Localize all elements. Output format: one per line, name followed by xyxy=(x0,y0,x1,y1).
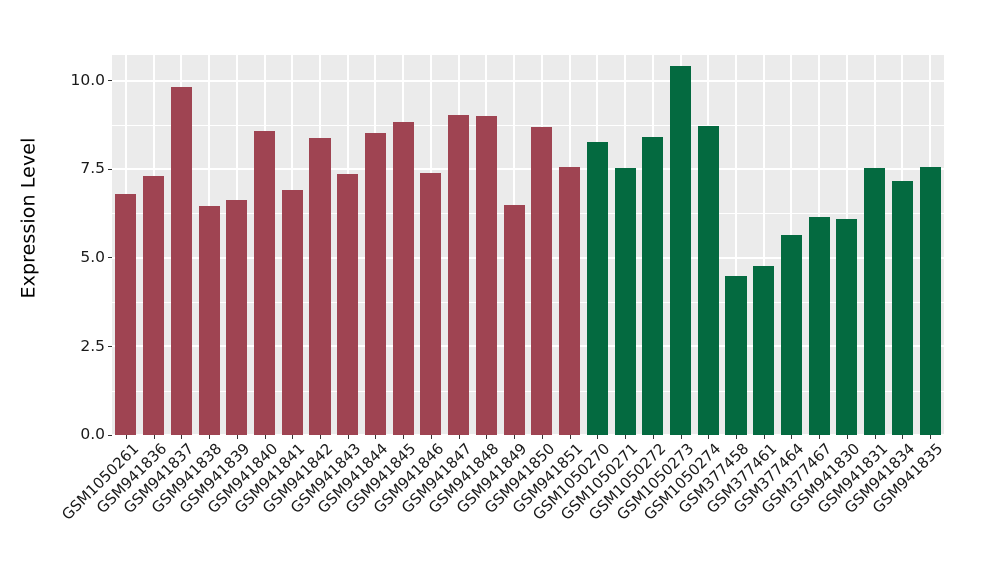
bar[interactable] xyxy=(198,206,220,435)
x-axis-tick-mark xyxy=(320,435,321,439)
bar[interactable] xyxy=(392,122,414,435)
bar[interactable] xyxy=(448,115,470,435)
y-axis-tick-label: 5.0 xyxy=(80,248,105,266)
x-axis-tick-mark xyxy=(819,435,821,439)
x-axis-tick-mark xyxy=(347,435,349,439)
y-axis-tick-label: 2.5 xyxy=(80,336,105,355)
bar[interactable] xyxy=(669,65,692,435)
plot-panel xyxy=(112,55,944,435)
x-axis-tick-mark xyxy=(680,435,682,439)
bar[interactable] xyxy=(503,205,525,435)
y-axis-tick-mark xyxy=(108,168,112,170)
gridline-major-horizontal xyxy=(112,256,944,259)
x-axis-tick-mark xyxy=(486,435,488,439)
y-axis-tick-label: 0.0 xyxy=(80,425,105,444)
bar[interactable] xyxy=(115,193,137,435)
x-axis-tick-mark xyxy=(125,435,127,439)
bar[interactable] xyxy=(531,126,553,435)
gridline-minor-horizontal xyxy=(112,124,944,126)
gridline-minor-horizontal xyxy=(112,213,944,215)
x-axis-tick-mark xyxy=(292,435,294,439)
bar[interactable] xyxy=(864,168,886,435)
bar[interactable] xyxy=(586,141,608,435)
bar[interactable] xyxy=(337,174,359,435)
gridline-major-vertical xyxy=(735,55,737,435)
x-axis-tick-mark xyxy=(846,435,848,439)
bar[interactable] xyxy=(170,86,192,435)
bar[interactable] xyxy=(614,168,636,435)
gridline-major-horizontal xyxy=(112,79,944,82)
x-axis-tick-mark xyxy=(930,435,932,439)
y-axis-title-label: Expression Level xyxy=(17,137,39,298)
bar[interactable] xyxy=(364,133,386,435)
bar[interactable] xyxy=(475,115,497,435)
gridline-major-horizontal xyxy=(112,168,944,171)
x-axis-tick-mark xyxy=(430,435,432,439)
y-axis-tick-mark xyxy=(108,80,112,82)
x-axis-tick-mark xyxy=(874,435,876,439)
bar[interactable] xyxy=(919,167,941,435)
x-axis-tick-mark xyxy=(264,435,266,439)
bar[interactable] xyxy=(253,130,276,435)
y-axis-tick-mark xyxy=(108,434,112,436)
bar[interactable] xyxy=(891,180,913,435)
y-axis-tick-label: 10.0 xyxy=(70,70,105,89)
y-axis-tick-mark xyxy=(108,257,112,259)
bar[interactable] xyxy=(753,265,775,435)
x-axis-tick-mark xyxy=(236,435,238,439)
gridline-major-vertical xyxy=(762,55,765,435)
bar[interactable] xyxy=(780,234,802,435)
x-axis-tick-mark xyxy=(597,435,599,439)
y-axis-tick-group: 0.0 2.5 5.0 7.5 10.0 xyxy=(56,0,112,580)
gridline-major-horizontal xyxy=(112,345,944,348)
x-axis-tick-mark xyxy=(569,435,571,439)
x-axis-tick-mark xyxy=(902,435,904,439)
x-axis-tick-mark xyxy=(458,435,460,439)
x-axis-tick-mark xyxy=(708,435,710,439)
x-axis-tick-mark xyxy=(763,435,765,439)
x-axis-tick-mark xyxy=(514,435,516,439)
y-axis-title: Expression Level xyxy=(0,0,56,435)
x-axis-tick-mark xyxy=(153,435,155,439)
x-axis-tick-mark xyxy=(541,435,543,439)
bar[interactable] xyxy=(808,217,830,435)
bar[interactable] xyxy=(143,176,165,435)
gridline-major-horizontal xyxy=(112,434,944,435)
bar[interactable] xyxy=(309,137,331,435)
x-axis-tick-mark xyxy=(736,435,737,439)
x-axis-tick-mark xyxy=(375,435,377,439)
x-axis-tick-group xyxy=(112,435,944,441)
y-axis-tick-mark xyxy=(108,345,112,347)
bar[interactable] xyxy=(420,173,442,435)
gridline-minor-horizontal xyxy=(112,302,944,304)
x-axis-tick-mark xyxy=(209,435,211,439)
x-axis-label-group: GSM1050261 GSM941836 GSM941837 GSM941838 GSM… xyxy=(58,440,946,580)
gridline-minor-horizontal xyxy=(112,390,944,392)
bar[interactable] xyxy=(559,167,581,435)
x-axis-tick-mark xyxy=(652,435,654,439)
bar[interactable] xyxy=(725,276,747,435)
x-axis-tick-mark xyxy=(403,435,405,439)
bar[interactable] xyxy=(697,125,719,435)
y-axis-tick-label: 7.5 xyxy=(80,159,105,178)
bar[interactable] xyxy=(642,137,664,435)
x-axis-tick-mark xyxy=(181,435,183,439)
bar[interactable] xyxy=(226,200,248,435)
x-axis-tick-mark xyxy=(625,435,627,439)
x-axis-tick-mark xyxy=(791,435,793,439)
bar[interactable] xyxy=(281,190,303,435)
bar[interactable] xyxy=(836,219,858,435)
